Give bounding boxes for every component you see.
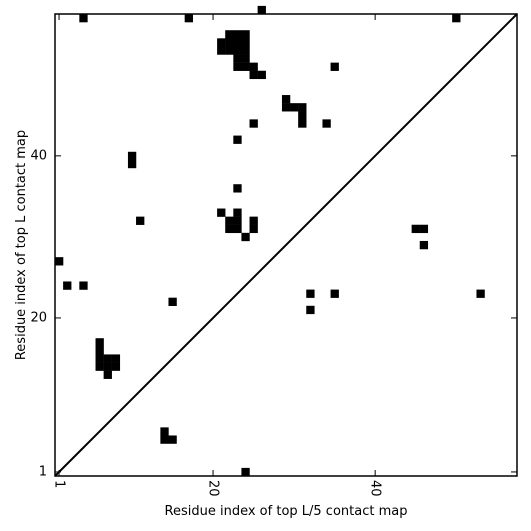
contact-cell: [241, 62, 250, 71]
contact-cell: [290, 103, 299, 112]
contact-cell: [241, 46, 250, 55]
contact-cell: [298, 111, 307, 120]
contact-cell: [249, 70, 258, 80]
contact-cell: [103, 354, 112, 363]
y-tick-label: 40: [30, 148, 47, 163]
contact-cell: [322, 119, 331, 128]
contact-cell: [95, 346, 104, 355]
contact-cell: [225, 224, 234, 234]
contact-cell: [233, 224, 242, 234]
contact-cell: [330, 289, 339, 298]
y-tick-label: 1: [39, 464, 47, 479]
contact-cell: [103, 362, 112, 371]
contact-cell: [225, 30, 234, 39]
contact-cell: [217, 208, 226, 217]
contact-cell: [298, 103, 307, 112]
contact-cell: [160, 435, 169, 444]
contact-cell: [249, 119, 258, 128]
contact-cell: [241, 232, 250, 242]
contact-cell: [241, 54, 250, 63]
contact-cell: [160, 427, 169, 436]
contact-cell: [306, 289, 315, 298]
contact-cell: [184, 14, 193, 23]
contact-cell: [241, 467, 250, 477]
contact-cell: [217, 38, 226, 47]
contact-cell: [168, 297, 177, 306]
contact-cell: [127, 159, 137, 169]
contact-cell: [55, 257, 64, 266]
contact-cell: [233, 184, 242, 193]
contact-cell: [217, 46, 226, 55]
x-tick-label: 1: [52, 480, 67, 488]
contact-cell: [249, 216, 258, 225]
contact-cell: [79, 14, 88, 23]
contact-cell: [79, 281, 88, 290]
contact-cell: [63, 281, 72, 290]
contact-cell: [233, 216, 242, 225]
axis-ticks: 1 20 40 1 20 40: [30, 14, 517, 497]
contact-cell: [476, 289, 485, 298]
contact-cell: [233, 30, 242, 39]
contact-cell: [306, 305, 315, 315]
contact-cell: [411, 224, 420, 234]
contact-cell: [225, 46, 234, 55]
contact-cell: [168, 435, 177, 444]
contact-cell: [95, 362, 104, 371]
contact-cell: [419, 224, 429, 234]
contact-cell: [241, 38, 250, 47]
contact-cell: [249, 62, 258, 71]
x-axis-label: Residue index of top L/5 contact map: [165, 504, 408, 519]
contact-cell: [241, 30, 250, 39]
contact-cell: [281, 95, 291, 104]
contact-cell: [298, 119, 307, 128]
contact-cell: [95, 354, 104, 363]
contact-cell: [111, 354, 121, 363]
contact-cell: [233, 46, 242, 55]
contact-cells: [55, 5, 485, 477]
contact-cell: [257, 70, 266, 80]
contact-cell: [111, 362, 121, 371]
contact-cell: [225, 38, 234, 47]
contact-cell: [233, 208, 242, 217]
contact-cell: [419, 240, 429, 250]
contact-cell: [136, 216, 145, 225]
contact-cell: [127, 151, 137, 161]
contact-cell: [225, 216, 234, 225]
contact-cell: [103, 370, 112, 379]
contact-cell: [233, 62, 242, 71]
contact-cell: [257, 5, 266, 15]
x-tick-label: 40: [368, 480, 383, 497]
contact-cell: [249, 224, 258, 234]
contact-cell: [233, 38, 242, 47]
x-tick-label: 20: [206, 480, 221, 497]
contact-cell: [281, 103, 291, 112]
contact-cell: [95, 338, 104, 347]
y-tick-label: 20: [30, 310, 47, 325]
plot-frame: [54, 13, 518, 477]
diagonal-line: [54, 13, 518, 477]
contact-cell: [233, 135, 242, 144]
contact-cell: [233, 54, 242, 63]
contact-cell: [330, 62, 339, 71]
contact-cell: [452, 14, 461, 23]
y-axis-label: Residue index of top L contact map: [14, 130, 29, 360]
